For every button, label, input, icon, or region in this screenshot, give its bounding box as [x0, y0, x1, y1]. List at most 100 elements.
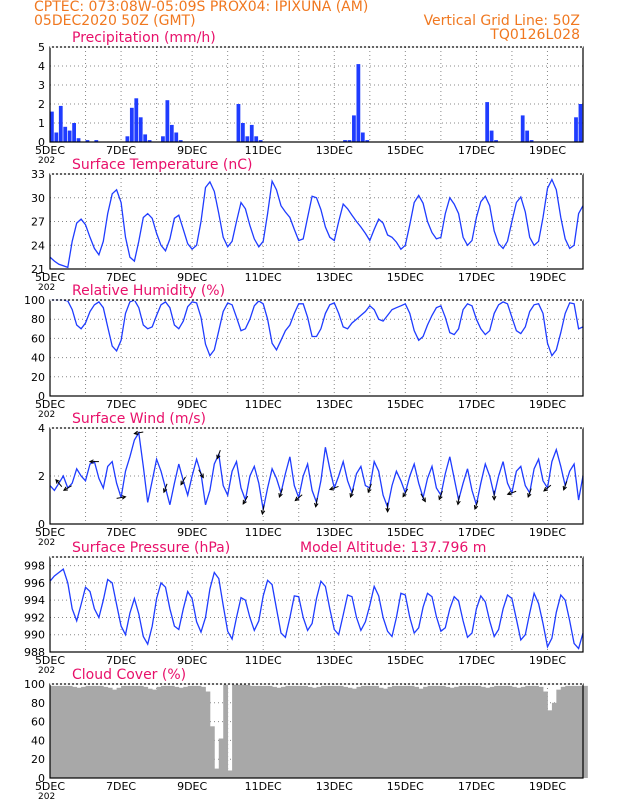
- cloud-cover-bar: [343, 686, 348, 778]
- wind-arrow: [180, 476, 186, 486]
- cloud-cover-bar: [209, 726, 215, 778]
- wind-arrow-shaft: [261, 505, 265, 515]
- wind-arrow-head: [385, 507, 390, 513]
- precip-bar: [529, 140, 534, 142]
- cloud-cover-bar: [161, 685, 166, 778]
- wind-arrow-head: [438, 495, 443, 501]
- wind-arrow-head: [456, 500, 461, 506]
- y-tick-label: 4: [38, 60, 45, 73]
- wind-arrow-head: [278, 493, 283, 499]
- precip-bar: [489, 130, 494, 142]
- precip-bar: [138, 117, 143, 142]
- x-tick-label: 7DEC: [106, 526, 136, 539]
- wind-arrow: [543, 484, 552, 492]
- panel-frame: [49, 556, 584, 653]
- x-tick-label: 11DEC: [245, 398, 282, 411]
- panel-title: Surface Temperature (nC): [72, 157, 253, 173]
- x-tick-label: 19DEC: [529, 398, 566, 411]
- x-year-label: 202: [38, 538, 55, 548]
- precip-bar: [174, 132, 179, 142]
- cloud-cover-bar: [196, 685, 202, 778]
- precip-bar: [85, 140, 90, 142]
- cloud-cover-bar: [329, 685, 335, 778]
- series-line: [49, 568, 584, 650]
- cloud-cover-bar: [227, 770, 233, 778]
- x-tick-label: 15DEC: [387, 654, 424, 667]
- wind-arrow-head: [349, 493, 354, 499]
- wind-arrow-shaft: [402, 488, 409, 497]
- cloud-cover-bar: [289, 685, 295, 778]
- header-line1-left: CPTEC: 073:08W-05:09S PROX04: IPIXUNA (A…: [34, 0, 369, 15]
- cloud-cover-bar: [50, 685, 55, 778]
- cloud-cover-bar: [445, 686, 451, 778]
- cloud-cover-bar: [525, 685, 531, 778]
- y-tick-label: 100: [24, 294, 45, 307]
- panel-2: 21 24 27 30 33 5DEC 7DEC 9DEC 11DEC 13DEC 15DEC 17D…: [31, 157, 584, 293]
- wind-arrow: [260, 505, 266, 516]
- wind-arrow-head: [402, 492, 407, 498]
- cloud-cover-bar: [152, 689, 157, 778]
- cloud-cover-bar: [320, 685, 326, 778]
- wind-arrow-head: [216, 454, 221, 460]
- cloud-cover-bar: [374, 685, 380, 778]
- wind-arrow-shaft: [134, 431, 144, 435]
- y-tick-label: 40: [31, 734, 45, 747]
- cloud-cover-bar: [129, 685, 135, 778]
- cloud-cover-bar: [534, 685, 539, 778]
- cloud-cover-bar: [516, 687, 522, 778]
- precip-bar: [245, 136, 250, 142]
- wind-arrow-head: [180, 480, 185, 486]
- y-tick-label: 1: [38, 117, 45, 130]
- cloud-cover-bar: [458, 685, 464, 778]
- panel-3: 0 20 40 60 80 100 5DEC 7DEC 9DEC 11DEC 13DEC 15DEC 1…: [24, 283, 584, 420]
- x-tick-label: 11DEC: [245, 526, 282, 539]
- y-tick-label: 5: [38, 41, 45, 54]
- wind-arrow-shaft: [507, 490, 517, 495]
- cloud-cover-bar: [454, 686, 460, 778]
- x-tick-label: 7DEC: [106, 144, 136, 157]
- y-tick-label: 0: [38, 136, 45, 149]
- cloud-cover-bar: [112, 689, 118, 778]
- cloud-cover-bar: [449, 687, 455, 778]
- cloud-cover-bar: [396, 685, 402, 778]
- cloud-cover-bar: [400, 685, 406, 778]
- x-tick-label: 19DEC: [529, 654, 566, 667]
- wind-arrow: [402, 488, 409, 498]
- y-tick-label: 21: [31, 263, 45, 276]
- precip-bar: [165, 100, 170, 142]
- precip-bar: [352, 115, 356, 142]
- cloud-cover-bar: [258, 685, 264, 778]
- wind-arrow-head: [242, 499, 247, 505]
- precip-bar: [58, 105, 63, 142]
- wind-arrow-head: [506, 491, 512, 496]
- cloud-cover-bar: [169, 685, 175, 778]
- precip-bar: [254, 136, 259, 142]
- wind-arrow: [62, 485, 72, 491]
- wind-arrow-shaft: [420, 493, 426, 502]
- wind-arrow: [55, 478, 63, 487]
- cloud-cover-bar: [520, 686, 526, 778]
- y-tick-label: 996: [24, 577, 45, 590]
- x-tick-label: 5DEC: [35, 144, 65, 157]
- y-tick-label: 2: [38, 470, 45, 483]
- y-tick-label: 994: [24, 594, 45, 607]
- precip-bar: [520, 115, 525, 142]
- series-line: [50, 299, 584, 358]
- wind-arrow-shaft: [350, 488, 355, 498]
- cloud-cover-bar: [565, 685, 571, 778]
- cloud-cover-bar: [383, 688, 388, 778]
- x-tick-label: 17DEC: [458, 271, 495, 284]
- wind-arrow: [506, 490, 517, 496]
- wind-arrow-shaft: [474, 500, 479, 510]
- precip-bar: [54, 132, 59, 142]
- cloud-cover-bar: [547, 710, 553, 778]
- cloud-cover-bar: [218, 738, 224, 778]
- wind-arrow-shaft: [438, 490, 443, 500]
- x-tick-label: 5DEC: [35, 526, 65, 539]
- y-tick-label: 24: [31, 239, 45, 252]
- cloud-cover-bar: [569, 685, 575, 778]
- cloud-cover-bar: [85, 685, 91, 778]
- x-tick-label: 19DEC: [529, 144, 566, 157]
- cloud-cover-bar: [463, 685, 468, 778]
- x-tick-label: 5DEC: [35, 271, 65, 284]
